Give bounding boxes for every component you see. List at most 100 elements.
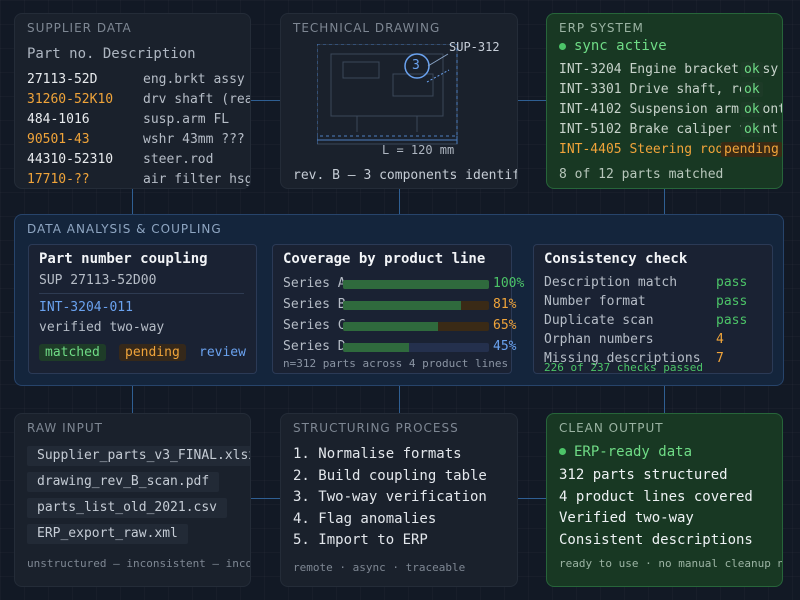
supplier-row: 17710-?? air filter hsg <box>27 172 251 187</box>
sync-status-text: sync active <box>574 38 667 54</box>
dimension-label: L = 120 mm <box>382 143 455 157</box>
coverage-series-label: Series B <box>283 297 346 312</box>
consistency-card: Consistency check Description match pass N… <box>533 244 773 374</box>
clean-status-dot <box>559 448 566 455</box>
connector-supplier-drawing <box>251 100 280 101</box>
connector-drawing-erp <box>518 100 546 101</box>
supplier-row: 484-1016 susp.arm FL <box>27 112 229 127</box>
coverage-percent: 81% <box>493 297 517 312</box>
supplier-data-title: SUPPLIER DATA <box>27 21 132 35</box>
consistency-title: Consistency check <box>544 251 688 267</box>
clean-output-footer: ready to use · no manual cleanup needed <box>559 557 782 570</box>
pending-tag: pending <box>119 344 186 361</box>
supplier-description: air filter hsg <box>143 172 251 187</box>
clean-output-item: 312 parts structured <box>559 467 728 483</box>
consistency-label: Number format <box>544 294 646 309</box>
connector-raw-process <box>251 498 280 499</box>
connector-process-clean <box>518 498 546 499</box>
raw-file-item[interactable]: ERP_export_raw.xml <box>27 524 188 544</box>
review-tag[interactable]: review <box>199 345 246 360</box>
supplier-description: drv shaft (rear) <box>143 92 250 107</box>
coverage-percent: 65% <box>493 318 517 333</box>
erp-status-badge: pending <box>721 142 782 157</box>
consistency-row: Orphan numbers 4 <box>544 332 724 347</box>
connector-analysis-process <box>399 386 400 413</box>
sync-status-dot <box>559 43 566 50</box>
erp-row-text: INT-5102 Brake caliper front <box>559 122 779 137</box>
supplier-column-header: Part no. Description <box>27 46 196 62</box>
erp-status-badge: ok <box>741 122 763 137</box>
coverage-bar-track <box>343 343 489 352</box>
matched-tag: matched <box>39 344 106 361</box>
erp-row: INT-4405 Steering rod pending <box>559 142 782 157</box>
supplier-row: 44310-52310 steer.rod <box>27 152 213 167</box>
technical-drawing-title: TECHNICAL DRAWING <box>293 21 441 35</box>
consistency-row: Duplicate scan pass <box>544 313 747 328</box>
supplier-description: eng.brkt assy * <box>143 72 251 87</box>
coverage-bar-track <box>343 301 489 310</box>
coverage-card: Coverage by product line Series A 100% Ser… <box>272 244 524 374</box>
callout-number: 3 <box>412 58 420 73</box>
coverage-bar-track <box>343 322 489 331</box>
structuring-process-title: STRUCTURING PROCESS <box>293 421 459 435</box>
erp-status-badge: ok <box>741 102 763 117</box>
raw-input-footer: unstructured — inconsistent — incomplete <box>27 557 250 570</box>
raw-file-item[interactable]: drawing_rev_B_scan.pdf <box>27 472 220 492</box>
connector-analysis-raw <box>132 386 133 413</box>
coverage-series-label: Series A <box>283 276 346 291</box>
supplier-description: steer.rod <box>143 152 214 167</box>
coupling-supplier-number: SUP 27113-52D00 <box>39 273 157 288</box>
consistency-summary: 226 of 237 checks passed <box>544 361 703 374</box>
supplier-data-panel: SUPPLIER DATA Part no. Description 27113… <box>14 13 251 189</box>
erp-row-text: INT-4102 Suspension arm front <box>559 102 783 117</box>
technical-drawing-panel: TECHNICAL DRAWING 3 SUP-312 L = 120 mm r… <box>280 13 518 189</box>
clean-output-title: CLEAN OUTPUT <box>559 421 664 435</box>
supplier-row: 27113-52D eng.brkt assy * <box>27 72 251 87</box>
supplier-description: susp.arm FL <box>143 112 230 127</box>
raw-file-item[interactable]: Supplier_parts_v3_FINAL.xlsx <box>27 446 250 466</box>
coverage-bar-fill <box>343 280 489 289</box>
consistency-row: Description match pass <box>544 275 747 290</box>
connector-drawing-analysis <box>399 189 400 214</box>
supplier-row: 90501-43 wshr 43mm ??? <box>27 132 245 147</box>
process-step: 4. Flag anomalies <box>293 510 437 527</box>
callout-label: SUP-312 <box>449 40 500 54</box>
erp-row-text: INT-3301 Drive shaft, rear <box>559 82 763 97</box>
raw-file-item[interactable]: parts_list_old_2021.csv <box>27 498 228 518</box>
erp-status-badge: ok <box>741 82 763 97</box>
supplier-row: 31260-52K10 drv shaft (rear) <box>27 92 250 107</box>
consistency-value: 7 <box>716 351 724 366</box>
supplier-part-number: 17710-?? <box>27 172 90 187</box>
erp-row: INT-3204 Engine bracket assy ok <box>559 62 778 77</box>
erp-summary: 8 of 12 parts matched <box>559 167 724 182</box>
erp-system-panel: ERP SYSTEM sync active INT-3204 Engine b… <box>546 13 783 189</box>
coupling-internal-number: INT-3204-011 <box>39 300 133 315</box>
raw-input-title: RAW INPUT <box>27 421 103 435</box>
connector-supplier-analysis <box>132 189 133 214</box>
clean-output-item: Verified two-way <box>559 510 694 526</box>
coverage-bar-fill <box>343 301 462 310</box>
clean-output-item: Consistent descriptions <box>559 531 753 548</box>
coverage-footnote: n=312 parts across 4 product lines <box>283 357 509 370</box>
coverage-title: Coverage by product line <box>283 251 486 267</box>
supplier-description: wshr 43mm ??? <box>143 132 245 147</box>
clean-output-item: 4 product lines covered <box>559 488 753 505</box>
consistency-label: Missing descriptions <box>544 351 701 366</box>
consistency-value: pass <box>716 294 748 309</box>
erp-row: INT-3301 Drive shaft, rear ok <box>559 82 763 97</box>
supplier-part-number: 27113-52D <box>27 72 98 87</box>
process-step: 1. Normalise formats <box>293 446 462 462</box>
clean-status-text: ERP-ready data <box>574 444 693 460</box>
consistency-value: pass <box>716 275 748 290</box>
coverage-series-label: Series D <box>283 339 346 354</box>
analysis-panel: DATA ANALYSIS & COUPLING Part number cou… <box>14 214 784 386</box>
consistency-row: Missing descriptions 7 <box>544 351 724 366</box>
supplier-part-number: 31260-52K10 <box>27 92 114 107</box>
coverage-series-label: Series C <box>283 318 346 333</box>
consistency-label: Description match <box>544 275 678 290</box>
drawing-caption: rev. B — 3 components identified <box>293 168 517 183</box>
part-number-coupling-card: Part number coupling SUP 27113-52D00 INT… <box>28 244 257 374</box>
supplier-part-number: 44310-52310 <box>27 152 114 167</box>
erp-system-title: ERP SYSTEM <box>559 21 644 35</box>
technical-drawing-sketch <box>317 44 458 145</box>
